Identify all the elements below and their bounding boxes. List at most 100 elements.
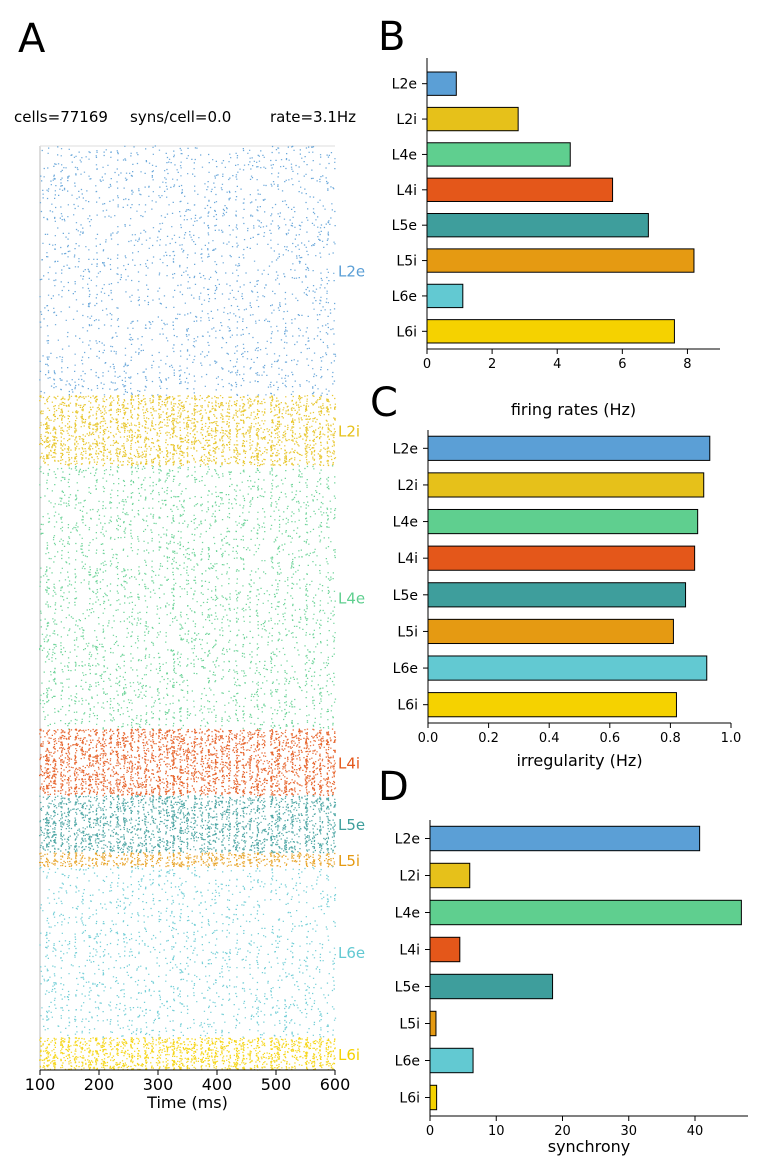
bar-d-l2e — [429, 825, 701, 852]
bar-d-l2i — [429, 862, 471, 889]
raster-x-axis-title: Time (ms) — [146, 1093, 228, 1112]
chart-d-y-tick-label: L4i — [399, 943, 420, 959]
chart-b-y-tick-label: L6e — [392, 289, 417, 305]
chart-b-x-tick-label: 2 — [488, 357, 496, 372]
raster-spikes-l2i — [39, 394, 337, 467]
raster-layer-l2e: L2e — [39, 145, 365, 396]
bar-b-l4e — [426, 142, 571, 167]
panel-label-c: C — [370, 380, 398, 426]
chart-c-y-tick-label: L5i — [397, 624, 418, 640]
chart-b-y-tick-label: L2e — [392, 77, 417, 93]
chart-b-y-tick-label: L2i — [396, 112, 417, 128]
bar-b-l5i — [426, 248, 695, 273]
raster-layer-label: L4e — [338, 589, 365, 607]
chart-d-x-axis-title: synchrony — [548, 1137, 631, 1156]
bar-d-l5i — [429, 1010, 437, 1037]
chart-c-x-axis-title: irregularity (Hz) — [516, 751, 642, 770]
chart-b-x-tick-label: 8 — [683, 357, 691, 372]
raster-rate: rate=3.1Hz — [270, 108, 356, 126]
raster-spikes-l5e — [39, 795, 337, 854]
chart-d-x-tick-label: 10 — [488, 1124, 505, 1139]
raster-spikes-l5i — [39, 852, 336, 868]
raster-spikes-l4i — [39, 728, 337, 797]
chart-d-x-tick-label: 20 — [554, 1124, 571, 1139]
chart-c-y-tick-label: L5e — [393, 588, 418, 604]
raster-x-tick-label: 500 — [261, 1075, 292, 1094]
chart-c-x-tick-label: 1.0 — [721, 731, 742, 746]
chart-b-x-tick-label: 6 — [618, 357, 626, 372]
raster-x-tick-label: 400 — [202, 1075, 233, 1094]
bar-c-l6i — [427, 692, 677, 718]
raster-x-tick-label: 100 — [25, 1075, 56, 1094]
bar-b-l6e — [426, 283, 464, 309]
raster-spikes-l6i — [39, 1037, 336, 1071]
raster-spikes-l4e — [39, 465, 337, 730]
chart-b-y-tick-label: L4i — [396, 183, 417, 199]
raster-layer-label: L4i — [338, 754, 360, 772]
synchrony-chart: L2e L2i L4e L4i L5e L5i L6e L6i 0 10 20 30 40 synchro… — [395, 820, 748, 1156]
chart-d-y-tick-label: L6e — [395, 1054, 420, 1070]
panel-label-d: D — [378, 764, 409, 810]
firing-rate-chart: L2e L2i L4e L4i L5e L5i L6e L6i 0 2 4 6 8 firing rate… — [392, 58, 720, 419]
raster-cells: cells=77169 — [14, 108, 108, 126]
raster-syns: syns/cell=0.0 — [130, 108, 231, 126]
chart-d-y-tick-label: L5i — [399, 1017, 420, 1033]
raster-x-tick-label: 300 — [143, 1075, 174, 1094]
chart-b-x-tick-label: 0 — [423, 357, 431, 372]
chart-b-y-tick-label: L6i — [396, 324, 417, 340]
chart-b-x-axis-title: firing rates (Hz) — [511, 400, 636, 419]
chart-d-x-tick-label: 0 — [426, 1124, 434, 1139]
bar-c-l4i — [427, 545, 696, 571]
chart-c-x-tick-label: 0.2 — [478, 731, 499, 746]
raster-layer-l4e: L4e — [39, 465, 365, 730]
raster-layer-l5e: L5e — [39, 795, 365, 854]
raster-layer-l6e: L6e — [39, 866, 365, 1039]
chart-c-y-tick-label: L4i — [397, 551, 418, 567]
panel-label-b: B — [378, 14, 405, 60]
chart-d-x-tick-label: 30 — [620, 1124, 637, 1139]
raster-layer-l6i: L6i — [39, 1037, 360, 1071]
bar-b-l6i — [426, 319, 675, 344]
bar-b-l2e — [426, 71, 457, 96]
bar-c-l5e — [427, 582, 687, 608]
raster-layer-label: L2i — [338, 423, 360, 441]
chart-c-x-tick-label: 0.6 — [599, 731, 620, 746]
raster-layer-l5i: L5i — [39, 852, 360, 870]
raster-layer-label: L5i — [338, 852, 360, 870]
bar-d-l6i — [429, 1084, 438, 1111]
raster-plot: L2e L2i L4e L4i L5e L5i L6e L6i 100 200 300 400 500 6… — [25, 145, 365, 1112]
bar-c-l2e — [427, 435, 711, 461]
raster-spikes-l2e — [39, 145, 337, 396]
bar-d-l6e — [429, 1047, 474, 1074]
bar-d-l5e — [429, 973, 554, 1000]
chart-d-y-tick-label: L6i — [399, 1091, 420, 1107]
chart-d-x-tick-label: 40 — [687, 1124, 704, 1139]
bar-c-l4e — [427, 508, 699, 535]
chart-b-x-tick-label: 4 — [553, 357, 561, 372]
chart-b-y-tick-label: L4e — [392, 147, 417, 163]
chart-c-x-tick-label: 0.8 — [660, 731, 681, 746]
chart-b-y-tick-label: L5e — [392, 218, 417, 234]
chart-c-x-tick-label: 0.0 — [418, 731, 439, 746]
chart-b-y-tick-label: L5i — [396, 254, 417, 270]
raster-spikes-l6e — [39, 866, 337, 1039]
chart-d-y-tick-label: L2i — [399, 869, 420, 885]
chart-d-y-tick-label: L4e — [395, 906, 420, 922]
irregularity-chart: L2e L2i L4e L4i L5e L5i L6e L6i 0.0 0.2 0.4 0.6 0.8 1… — [393, 430, 742, 770]
raster-layer-label: L6i — [338, 1046, 360, 1064]
chart-c-y-tick-label: L6e — [393, 661, 418, 677]
chart-c-x-tick-label: 0.4 — [539, 731, 560, 746]
bar-d-l4i — [429, 936, 461, 963]
chart-d-y-tick-label: L2e — [395, 832, 420, 848]
raster-layer-label: L5e — [338, 816, 365, 834]
raster-x-tick-label: 200 — [84, 1075, 115, 1094]
bar-c-l6e — [427, 655, 708, 681]
raster-layer-label: L6e — [338, 944, 365, 962]
raster-x-axis: 100 200 300 400 500 600 Time (ms) — [25, 1069, 350, 1112]
bar-d-l4e — [429, 899, 742, 926]
bar-b-l5e — [426, 213, 649, 238]
bar-b-l4i — [426, 177, 614, 202]
bar-c-l5i — [427, 618, 674, 645]
raster-layer-l2i: L2i — [39, 394, 360, 467]
